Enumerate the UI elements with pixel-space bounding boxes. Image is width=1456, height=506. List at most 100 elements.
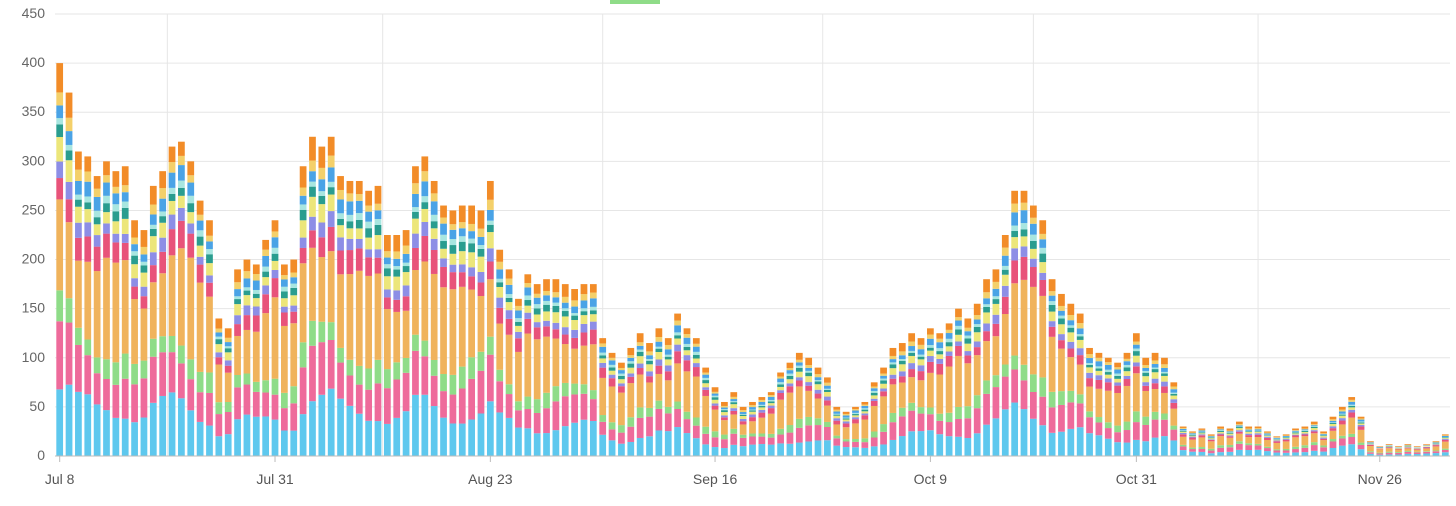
bar-segment (197, 246, 204, 257)
bar-segment (656, 359, 663, 365)
bar-segment (1096, 380, 1103, 389)
bar-segment (768, 414, 775, 434)
bar-segment (290, 273, 297, 278)
bar-segment (993, 289, 1000, 296)
bar-segment (262, 250, 269, 256)
bar-segment (318, 147, 325, 168)
bar-segment (468, 243, 475, 252)
bar-segment (665, 357, 672, 360)
bar-segment (1002, 275, 1009, 286)
bar-segment (225, 328, 232, 338)
bar-segment (1180, 428, 1187, 429)
bar-segment (478, 296, 485, 352)
bar-segment (1133, 342, 1140, 345)
bar-segment (730, 392, 737, 397)
bar-segment (993, 315, 1000, 324)
bar-segment (1442, 440, 1449, 442)
bar-segment (1227, 431, 1234, 432)
bar-segment (150, 403, 157, 456)
bar-segment (815, 418, 822, 425)
bar-segment (553, 430, 560, 456)
bar-segment (356, 213, 363, 220)
bar-segment (983, 323, 990, 331)
bar-segment (777, 443, 784, 456)
bar-segment (1292, 431, 1299, 432)
bar-segment (206, 372, 213, 392)
bar-segment (1311, 428, 1318, 430)
bar-segment (1058, 306, 1065, 311)
bar-segment (515, 401, 522, 410)
bar-segment (122, 234, 129, 243)
bar-segment (1302, 436, 1309, 445)
bar-segment (1189, 438, 1196, 440)
bar-segment (159, 216, 166, 223)
bar-segment (403, 311, 410, 358)
bar-segment (908, 403, 915, 411)
bar-segment (1142, 417, 1149, 425)
bar-segment (1170, 440, 1177, 456)
bar-segment (730, 397, 737, 399)
bar-segment (1133, 348, 1140, 351)
bar-segment (1180, 433, 1187, 434)
bar-segment (702, 375, 709, 378)
bar-segment (796, 366, 803, 368)
bar-segment (1133, 411, 1140, 422)
bar-segment (674, 339, 681, 345)
bar-segment (66, 182, 73, 199)
bar-segment (1292, 437, 1299, 446)
bar-segment (637, 368, 644, 374)
bar-segment (347, 406, 354, 456)
bar-segment (1021, 246, 1028, 256)
bar-segment (1404, 446, 1411, 447)
bar-segment (253, 306, 260, 315)
bar-segment (1189, 449, 1196, 452)
bar-segment (1039, 239, 1046, 248)
bar-segment (262, 277, 269, 285)
bar-segment (777, 384, 784, 387)
bar-segment (581, 394, 588, 420)
bar-segment (1292, 452, 1299, 456)
bar-segment (1105, 372, 1112, 375)
bar-segment (1133, 362, 1140, 366)
bar-segment (1180, 446, 1187, 450)
y-tick-label: 350 (22, 103, 46, 119)
bar-segment (206, 426, 213, 456)
bar-segment (955, 419, 962, 437)
bar-segment (187, 258, 194, 360)
bar-segment (1002, 266, 1009, 270)
bar-segment (1283, 437, 1290, 438)
bar-segment (431, 215, 438, 221)
bar-segment (1376, 449, 1383, 450)
bar-segment (787, 370, 794, 373)
bar-segment (1058, 405, 1065, 432)
bar-segment (880, 380, 887, 383)
bar-segment (880, 374, 887, 376)
bar-segment (384, 268, 391, 276)
bar-segment (1170, 396, 1177, 400)
bar-segment (955, 309, 962, 317)
bar-segment (534, 284, 541, 294)
bar-segment (412, 248, 419, 270)
bar-segment (403, 230, 410, 245)
bar-segment (197, 265, 204, 283)
bar-segment (66, 298, 73, 322)
bar-segment (553, 303, 560, 306)
bar-segment (590, 421, 597, 456)
bar-segment (496, 381, 503, 412)
bar-segment (1039, 220, 1046, 234)
bar-segment (421, 261, 428, 340)
bar-segment (187, 203, 194, 212)
bar-segment (1358, 417, 1365, 419)
bar-segment (1133, 356, 1140, 363)
bar-segment (1311, 451, 1318, 456)
bar-segment (955, 356, 962, 407)
bar-segment (450, 395, 457, 424)
bar-segment (244, 415, 251, 456)
bar-segment (478, 229, 485, 237)
bar-segment (665, 371, 672, 380)
bar-segment (1161, 372, 1168, 373)
bar-segment (337, 219, 344, 225)
bar-segment (1105, 428, 1112, 439)
bar-segment (300, 188, 307, 196)
bar-segment (375, 186, 382, 204)
